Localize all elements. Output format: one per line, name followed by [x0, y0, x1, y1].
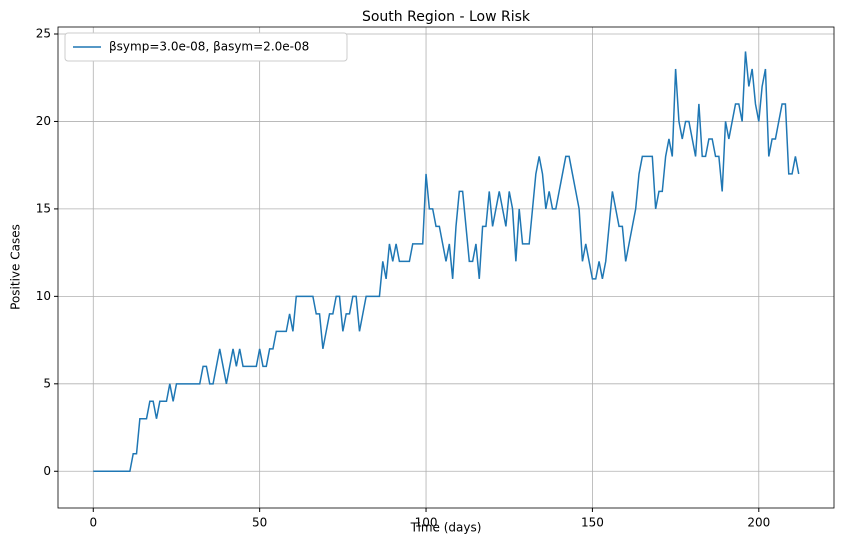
y-tick-label: 0: [43, 464, 51, 478]
x-tick-label: 100: [415, 516, 438, 530]
line-series: [93, 51, 800, 473]
x-tick-label: 200: [747, 516, 770, 530]
legend-label: βsymp=3.0e-08, βasym=2.0e-08: [109, 40, 309, 54]
x-tick-label: 50: [252, 516, 267, 530]
y-tick-label: 25: [36, 26, 51, 40]
y-tick-label: 10: [36, 289, 51, 303]
y-tick-label: 5: [43, 376, 51, 390]
chart-title: South Region - Low Risk: [362, 9, 531, 25]
x-tick-label: 150: [581, 516, 604, 530]
plot-frame: [57, 26, 835, 509]
legend-box: [64, 32, 348, 62]
y-tick-label: 20: [36, 114, 51, 128]
x-axis-label: Time (days): [410, 521, 482, 535]
y-tick-label: 15: [36, 201, 51, 215]
y-axis-label: Positive Cases: [9, 224, 23, 310]
x-tick-label: 0: [89, 516, 97, 530]
